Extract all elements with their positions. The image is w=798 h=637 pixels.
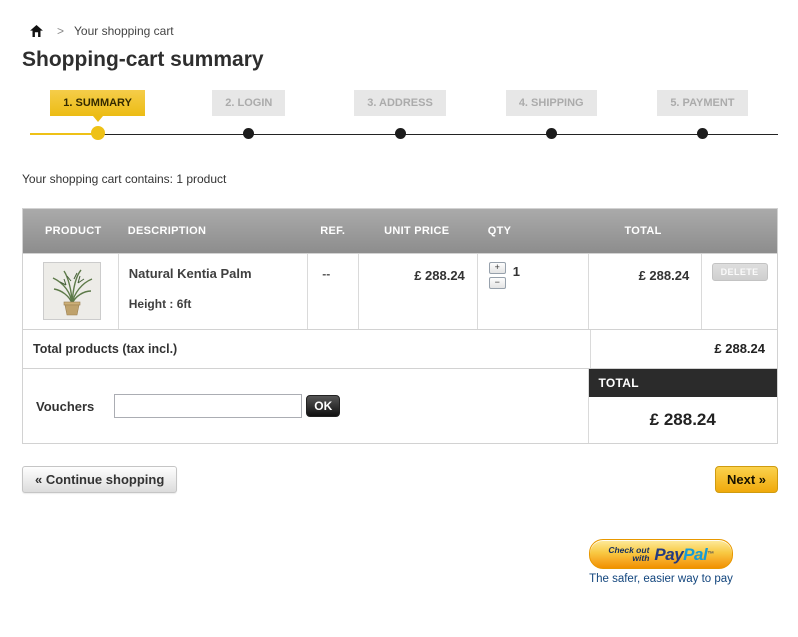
cart-table: PRODUCT DESCRIPTION REF. UNIT PRICE QTY …	[22, 208, 778, 444]
header-qty: QTY	[487, 225, 512, 237]
tab-shipping: 4. SHIPPING	[505, 90, 597, 116]
step-dot-payment	[696, 128, 708, 139]
breadcrumb-separator: >	[57, 24, 65, 38]
tab-address: 3. ADDRESS	[354, 90, 446, 116]
step-dot-shipping	[545, 128, 557, 139]
home-link[interactable]	[30, 25, 43, 37]
next-button[interactable]: Next »	[714, 466, 778, 493]
paypal-checkout-text: Check out with	[608, 544, 650, 563]
paypal-block: Check out with PayPal™ The safer, easier…	[566, 539, 756, 585]
tab-summary[interactable]: 1. SUMMARY	[50, 90, 145, 122]
tab-payment: 5. PAYMENT	[657, 90, 748, 116]
unit-price: £ 288.24	[414, 268, 465, 283]
line-total: £ 288.24	[638, 268, 690, 283]
product-image[interactable]	[43, 262, 101, 320]
page-content: > Your shopping cart Shopping-cart summa…	[22, 24, 778, 585]
grand-total-block: TOTAL £ 288.24	[587, 369, 777, 443]
total-products-row: Total products (tax incl.) £ 288.24	[23, 329, 777, 368]
total-products-label: Total products (tax incl.)	[33, 342, 178, 356]
step-payment: 5. PAYMENT	[627, 90, 778, 146]
header-unit-price: UNIT PRICE	[384, 225, 450, 237]
breadcrumb: > Your shopping cart	[22, 24, 778, 38]
paypal-checkout-button[interactable]: Check out with PayPal™	[589, 539, 733, 569]
qty-cell: + − 1	[476, 254, 588, 329]
qty-decrease-button[interactable]: −	[488, 277, 506, 289]
paypal-logo-icon: PayPal™	[654, 544, 714, 564]
grand-total-value: £ 288.24	[649, 410, 716, 429]
product-name-link[interactable]: Natural Kentia Palm	[128, 266, 252, 281]
voucher-input[interactable]	[114, 394, 303, 418]
product-image-cell	[23, 254, 118, 329]
qty-value: 1	[512, 264, 521, 279]
header-ref: REF.	[320, 225, 346, 237]
header-product: PRODUCT	[45, 225, 102, 237]
home-icon	[30, 25, 43, 37]
product-ref-cell: --	[307, 254, 358, 329]
actions-cell: DELETE	[701, 254, 777, 329]
breadcrumb-current: Your shopping cart	[74, 24, 174, 38]
voucher-ok-button[interactable]: OK	[306, 395, 341, 417]
cart-summary-text: Your shopping cart contains: 1 product	[22, 172, 227, 186]
page-title: Shopping-cart summary	[22, 48, 264, 71]
step-shipping: 4. SHIPPING	[476, 90, 627, 146]
voucher-form: Vouchers OK	[23, 369, 588, 443]
line-total-cell: £ 288.24	[587, 254, 702, 329]
qty-increase-button[interactable]: +	[488, 262, 506, 274]
step-address: 3. ADDRESS	[324, 90, 475, 146]
step-login: 2. LOGIN	[173, 90, 324, 146]
tab-login: 2. LOGIN	[212, 90, 286, 116]
cart-actions: « Continue shopping Next »	[22, 466, 778, 493]
delete-button[interactable]: DELETE	[711, 263, 768, 281]
cart-table-header: PRODUCT DESCRIPTION REF. UNIT PRICE QTY …	[23, 209, 777, 253]
steps-line-active	[30, 133, 98, 135]
step-dot-login	[243, 128, 255, 139]
vouchers-label: Vouchers	[36, 398, 95, 414]
voucher-row: Vouchers OK TOTAL £ 288.24	[23, 368, 777, 443]
product-ref: --	[322, 267, 331, 281]
header-description: DESCRIPTION	[127, 225, 207, 237]
step-summary: 1. SUMMARY	[22, 90, 173, 146]
product-attribute: Height : 6ft	[128, 297, 192, 311]
step-dot-summary	[90, 126, 105, 140]
grand-total-label: TOTAL	[588, 369, 777, 397]
checkout-steps: 1. SUMMARY 2. LOGIN 3. ADDRESS 4. SHIPPI…	[22, 90, 778, 146]
unit-price-cell: £ 288.24	[358, 254, 477, 329]
header-total: TOTAL	[624, 225, 662, 237]
paypal-tagline: The safer, easier way to pay	[589, 573, 733, 585]
product-description-cell: Natural Kentia Palm Height : 6ft	[117, 254, 308, 329]
step-dot-address	[394, 128, 406, 139]
table-row: Natural Kentia Palm Height : 6ft -- £ 28…	[23, 253, 777, 329]
total-products-value: £ 288.24	[589, 330, 777, 368]
continue-shopping-button[interactable]: « Continue shopping	[22, 466, 178, 493]
